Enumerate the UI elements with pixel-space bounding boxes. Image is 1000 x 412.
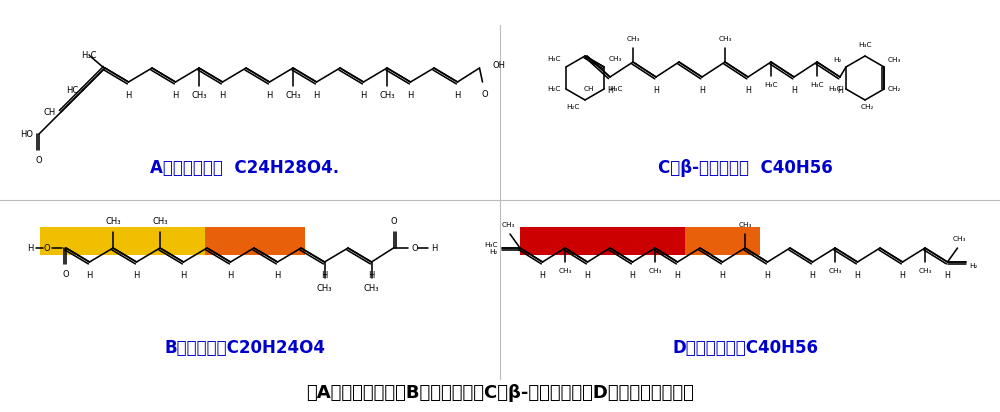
Text: H: H xyxy=(172,91,179,100)
Text: H: H xyxy=(407,91,414,100)
Text: CH₃: CH₃ xyxy=(379,91,395,100)
Text: CH₃: CH₃ xyxy=(648,268,662,274)
Text: H: H xyxy=(313,91,320,100)
Text: H: H xyxy=(745,86,751,95)
Text: H: H xyxy=(720,271,725,280)
Text: H: H xyxy=(133,271,140,280)
Text: H₃C: H₃C xyxy=(484,242,498,248)
Text: CH₃: CH₃ xyxy=(285,91,301,100)
Text: C、β-胡萝卜素，  C40H56: C、β-胡萝卜素， C40H56 xyxy=(658,159,832,177)
Text: HO: HO xyxy=(20,129,33,138)
Text: H: H xyxy=(266,91,273,100)
Text: CH₃: CH₃ xyxy=(626,36,640,42)
Text: A、胭脂树红，  C24H28O4.: A、胭脂树红， C24H28O4. xyxy=(150,159,340,177)
Text: H: H xyxy=(810,271,815,280)
Text: CH₃: CH₃ xyxy=(501,222,515,228)
Text: H: H xyxy=(675,271,680,280)
Text: （A）胭脂树红，（B）藏红花，（C）β-胡萝卜素，（D）番茄红素的结构: （A）胭脂树红，（B）藏红花，（C）β-胡萝卜素，（D）番茄红素的结构 xyxy=(306,384,694,402)
Text: CH₃: CH₃ xyxy=(718,36,732,42)
Text: CH₂: CH₂ xyxy=(888,86,901,92)
Text: H: H xyxy=(432,243,438,253)
Text: O: O xyxy=(390,217,397,226)
Text: O: O xyxy=(44,243,50,253)
Text: H: H xyxy=(791,86,797,95)
Bar xyxy=(520,227,685,255)
Text: CH₃: CH₃ xyxy=(558,268,572,274)
Text: H: H xyxy=(368,271,375,280)
Text: H: H xyxy=(855,271,860,280)
Text: H: H xyxy=(27,243,33,253)
Text: O: O xyxy=(481,90,488,99)
Text: H₃C: H₃C xyxy=(547,56,561,62)
Text: H₃C: H₃C xyxy=(764,82,778,88)
Text: CH₃: CH₃ xyxy=(953,236,966,242)
Text: H: H xyxy=(86,271,93,280)
Text: H: H xyxy=(360,91,367,100)
Text: CH₃: CH₃ xyxy=(105,217,121,226)
Text: H₃C: H₃C xyxy=(828,86,842,92)
Text: CH₃: CH₃ xyxy=(918,268,932,274)
Text: H₃C: H₃C xyxy=(858,42,872,48)
Text: H: H xyxy=(274,271,281,280)
Text: HC: HC xyxy=(66,86,78,94)
Text: H: H xyxy=(454,91,461,100)
Text: B、藏红花，C20H24O4: B、藏红花，C20H24O4 xyxy=(164,339,326,357)
Text: H: H xyxy=(945,271,950,280)
Text: H: H xyxy=(321,271,328,280)
Text: CH₃: CH₃ xyxy=(152,217,168,226)
Text: H: H xyxy=(837,86,843,95)
Text: H: H xyxy=(227,271,234,280)
Text: H: H xyxy=(180,271,187,280)
Text: H: H xyxy=(699,86,705,95)
Text: H₂C: H₂C xyxy=(548,86,561,92)
Text: H₃C: H₃C xyxy=(82,51,97,60)
Text: OH: OH xyxy=(492,61,506,70)
Text: H₂C: H₂C xyxy=(567,104,580,110)
Text: H: H xyxy=(607,86,613,95)
Text: CH₃: CH₃ xyxy=(738,222,752,228)
Bar xyxy=(595,227,760,255)
Text: CH₃: CH₃ xyxy=(888,57,902,63)
Text: H: H xyxy=(630,271,635,280)
Bar xyxy=(40,227,205,255)
Text: H₃C: H₃C xyxy=(810,82,824,88)
Text: CH₃: CH₃ xyxy=(317,284,332,293)
Text: O: O xyxy=(36,156,42,165)
Text: D、番茄红素，C40H56: D、番茄红素，C40H56 xyxy=(672,339,818,357)
Text: H: H xyxy=(219,91,226,100)
Text: H: H xyxy=(765,271,770,280)
Text: H₂: H₂ xyxy=(490,249,498,255)
Text: CH₃: CH₃ xyxy=(191,91,207,100)
Text: CH: CH xyxy=(44,108,56,117)
Text: CH₂: CH₂ xyxy=(860,104,874,110)
Text: H: H xyxy=(900,271,905,280)
Text: H: H xyxy=(653,86,659,95)
Text: CH₃: CH₃ xyxy=(609,56,623,62)
Text: CH: CH xyxy=(584,86,594,92)
Text: H: H xyxy=(540,271,545,280)
Text: CH₃: CH₃ xyxy=(828,268,842,274)
Text: H: H xyxy=(125,91,132,100)
Text: O: O xyxy=(63,270,69,279)
Text: H: H xyxy=(585,271,590,280)
Text: CH₃: CH₃ xyxy=(364,284,379,293)
Text: H₂: H₂ xyxy=(834,57,842,63)
Bar xyxy=(140,227,305,255)
Text: O: O xyxy=(412,243,418,253)
Text: H₂: H₂ xyxy=(970,263,978,269)
Text: H₃C: H₃C xyxy=(609,86,623,92)
